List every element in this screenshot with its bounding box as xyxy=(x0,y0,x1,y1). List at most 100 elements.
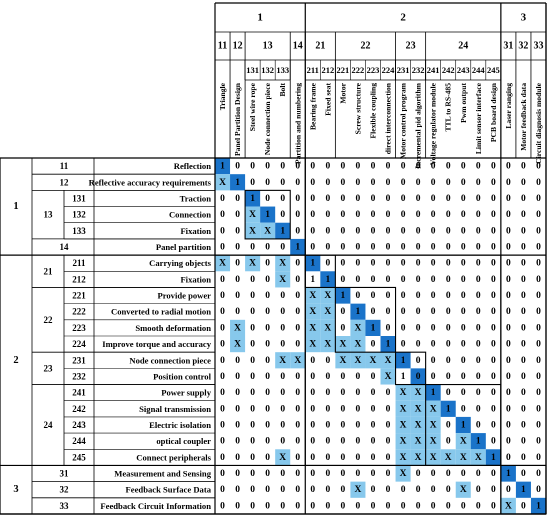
dependency-cell xyxy=(365,352,381,369)
matrix-cell-value: 0 xyxy=(431,194,436,204)
diagonal-cell xyxy=(455,416,471,434)
column-id: 241 xyxy=(427,65,440,75)
matrix-cell-value: 0 xyxy=(401,210,406,220)
matrix-cell-value: 0 xyxy=(416,372,421,382)
matrix-cell-value: 0 xyxy=(220,323,225,333)
matrix-cell-value: 0 xyxy=(491,243,496,253)
matrix-cell-value: 0 xyxy=(280,291,285,301)
matrix-cell-value: 0 xyxy=(250,307,255,317)
dependency-cell xyxy=(410,400,426,417)
row-name: Traction xyxy=(180,193,212,203)
diagonal-cell xyxy=(320,271,336,288)
matrix-cell-value: 0 xyxy=(461,372,466,382)
column-name: Motor feedback data xyxy=(519,83,528,151)
subgroup-label-top: 13 xyxy=(263,41,273,52)
matrix-cell-value: 0 xyxy=(431,372,436,382)
matrix-cell-value: 0 xyxy=(536,226,541,236)
matrix-cell-value: 0 xyxy=(265,388,270,398)
matrix-cell-value: 0 xyxy=(341,485,346,495)
matrix-cell-value: 0 xyxy=(371,372,376,382)
matrix-cell-value: 0 xyxy=(521,162,526,172)
matrix-cell-value: 0 xyxy=(310,372,315,382)
matrix-cell-value: 0 xyxy=(491,501,496,511)
matrix-cell-value: 0 xyxy=(536,323,541,333)
matrix-cell-value: 0 xyxy=(235,372,240,382)
row-name: Panel partition xyxy=(156,242,211,252)
dependency-cell xyxy=(425,400,441,417)
matrix-cell-value: 0 xyxy=(220,340,225,350)
matrix-cell-value: 0 xyxy=(521,437,526,447)
row-name: Feedback Surface Data xyxy=(126,485,212,495)
matrix-cell-value: 0 xyxy=(220,226,225,236)
matrix-cell-value: 0 xyxy=(431,323,436,333)
matrix-cell-value: 0 xyxy=(295,437,300,447)
column-id: 223 xyxy=(367,65,380,75)
matrix-cell-value: 0 xyxy=(341,194,346,204)
matrix-cell-value: 0 xyxy=(280,485,285,495)
matrix-cell-value: 0 xyxy=(536,291,541,301)
matrix-cell-value: 0 xyxy=(325,356,330,366)
matrix-cell-value: 0 xyxy=(235,485,240,495)
matrix-cell-value: 0 xyxy=(341,243,346,253)
matrix-cell-value: 0 xyxy=(371,388,376,398)
matrix-cell-value: 0 xyxy=(325,372,330,382)
matrix-cell-value: 0 xyxy=(265,307,270,317)
matrix-cell-value: X xyxy=(430,421,437,431)
matrix-cell-value: 0 xyxy=(295,485,300,495)
dependency-cell xyxy=(395,400,411,417)
matrix-cell-value: 1 xyxy=(220,162,225,172)
matrix-cell-value: 0 xyxy=(235,501,240,511)
dependency-cell xyxy=(305,336,321,353)
matrix-cell-value: 0 xyxy=(356,210,361,220)
matrix-cell-value: 0 xyxy=(371,291,376,301)
matrix-cell-value: X xyxy=(219,178,226,188)
matrix-cell-value: 0 xyxy=(491,340,496,350)
matrix-cell-value: 0 xyxy=(536,453,541,463)
matrix-cell-value: 0 xyxy=(265,291,270,301)
matrix-cell-value: 0 xyxy=(491,259,496,269)
matrix-cell-value: 1 xyxy=(506,469,511,479)
dependency-cell xyxy=(425,449,441,466)
matrix-cell-value: 0 xyxy=(386,453,391,463)
matrix-cell-value: 0 xyxy=(371,485,376,495)
dependency-cell xyxy=(320,336,336,353)
subgroup-label-left: 12 xyxy=(60,177,70,187)
matrix-cell-value: 1 xyxy=(491,453,496,463)
matrix-cell-value: 0 xyxy=(220,210,225,220)
matrix-cell-value: 0 xyxy=(295,226,300,236)
matrix-cell-value: 0 xyxy=(250,421,255,431)
row-name: Improve torque and accuracy xyxy=(102,339,211,349)
matrix-cell-value: 0 xyxy=(325,437,330,447)
matrix-cell-value: 0 xyxy=(371,259,376,269)
matrix-cell-value: 0 xyxy=(476,210,481,220)
matrix-cell-value: 0 xyxy=(310,421,315,431)
block-outline xyxy=(214,157,306,256)
matrix-cell-value: 0 xyxy=(521,372,526,382)
matrix-cell-value: 0 xyxy=(386,275,391,285)
row-name: Power supply xyxy=(161,388,211,398)
matrix-cell-value: X xyxy=(415,437,422,447)
matrix-cell-value: 0 xyxy=(325,501,330,511)
matrix-cell-value: 0 xyxy=(265,453,270,463)
matrix-cell-value: 0 xyxy=(491,485,496,495)
row-id: 132 xyxy=(72,210,86,220)
matrix-cell-value: 0 xyxy=(431,259,436,269)
column-name: Bearing frame xyxy=(308,82,317,130)
matrix-cell-value: 0 xyxy=(491,323,496,333)
matrix-cell-value: 0 xyxy=(476,259,481,269)
row-id: 222 xyxy=(72,307,86,317)
column-id: 221 xyxy=(337,65,350,75)
matrix-cell-value: 0 xyxy=(386,421,391,431)
matrix-cell-value: 0 xyxy=(521,323,526,333)
matrix-cell-value: 0 xyxy=(536,275,541,285)
matrix-cell-value: 0 xyxy=(235,226,240,236)
diagonal-cell xyxy=(380,336,396,353)
matrix-cell-value: 0 xyxy=(521,210,526,220)
matrix-cell-value: X xyxy=(415,421,422,431)
column-id: 224 xyxy=(382,65,396,75)
subgroup-label-top: 14 xyxy=(293,41,303,52)
dependency-cell xyxy=(215,174,231,191)
matrix-cell-value: 0 xyxy=(431,307,436,317)
matrix-cell-value: 0 xyxy=(220,485,225,495)
